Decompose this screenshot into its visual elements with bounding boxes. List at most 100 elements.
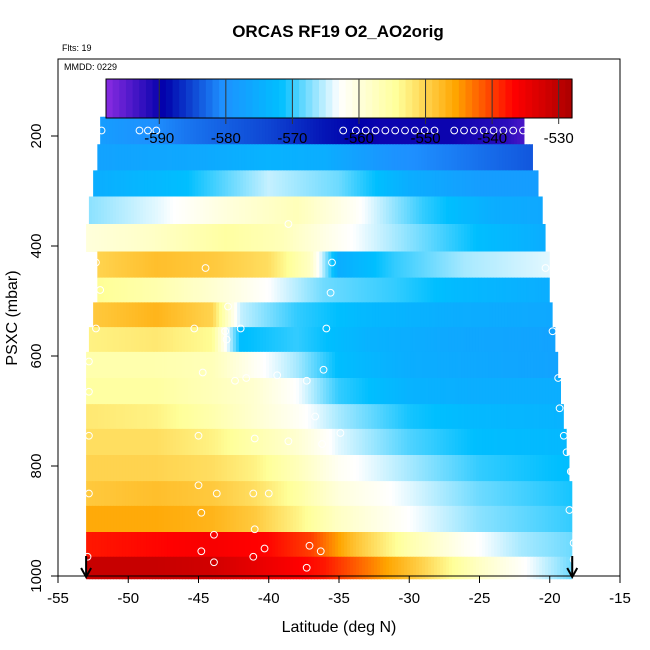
heatmap-cell <box>434 481 438 507</box>
heatmap-cell <box>170 505 174 533</box>
heatmap-cell <box>488 378 492 405</box>
heatmap-cell <box>169 277 173 303</box>
heatmap-cell <box>481 277 485 303</box>
heatmap-cell <box>500 428 504 456</box>
heatmap-cell <box>406 277 410 303</box>
heatmap-cell <box>475 327 480 353</box>
heatmap-cell <box>86 378 90 405</box>
heatmap-cell <box>344 378 348 405</box>
heatmap-cell <box>120 170 124 198</box>
heatmap-cell <box>312 302 316 328</box>
heatmap-cell <box>142 277 146 303</box>
heatmap-cell <box>181 116 185 145</box>
heatmap-cell <box>119 351 123 379</box>
heatmap-cell <box>442 251 446 279</box>
colorbar-swatch <box>398 79 407 118</box>
heatmap-cell <box>149 224 153 252</box>
heatmap-cell <box>160 196 165 225</box>
heatmap-cell <box>371 481 375 507</box>
heatmap-cell <box>101 224 105 252</box>
heatmap-cell <box>476 505 480 533</box>
heatmap-cell <box>364 251 368 279</box>
heatmap-cell <box>262 251 266 279</box>
sample-point <box>554 374 563 382</box>
heatmap-cell <box>163 144 167 171</box>
heatmap-cell <box>178 116 182 145</box>
heatmap-cell <box>458 351 462 379</box>
heatmap-cell <box>130 327 135 353</box>
heatmap-cell <box>476 428 480 456</box>
heatmap-cell <box>281 428 285 456</box>
sample-point <box>201 264 210 272</box>
heatmap-cell <box>524 404 528 430</box>
heatmap-cell <box>302 224 306 252</box>
heatmap-cell <box>412 327 417 353</box>
heatmap-cell <box>494 378 498 405</box>
heatmap-cell <box>518 404 522 430</box>
heatmap-cell <box>449 428 453 456</box>
heatmap-cell <box>92 404 96 430</box>
heatmap-cell <box>403 277 407 303</box>
heatmap-cell <box>102 302 106 328</box>
heatmap-cell <box>408 170 412 198</box>
heatmap-cell <box>391 196 396 225</box>
heatmap-cell <box>389 378 393 405</box>
heatmap-cell <box>295 196 300 225</box>
heatmap-cell <box>235 327 240 353</box>
heatmap-cell <box>508 327 513 353</box>
heatmap-cell <box>440 224 444 252</box>
heatmap-cell <box>335 378 339 405</box>
heatmap-cell <box>166 251 170 279</box>
heatmap-cell <box>527 455 531 482</box>
heatmap-cell <box>461 556 465 580</box>
heatmap-cell <box>212 455 216 482</box>
heatmap-cell <box>541 277 545 303</box>
heatmap-cell <box>323 378 327 405</box>
heatmap-cell <box>272 351 276 379</box>
heatmap-cell <box>226 144 230 171</box>
heatmap-cell <box>392 224 396 252</box>
heatmap-cell <box>482 532 486 558</box>
heatmap-cell <box>289 144 293 171</box>
heatmap-cell <box>98 532 102 558</box>
heatmap-cell <box>308 428 312 456</box>
heatmap-cell <box>118 327 123 353</box>
heatmap-cell <box>253 277 257 303</box>
colorbar-tick-label: -540 <box>477 130 507 147</box>
heatmap-cell <box>103 144 107 171</box>
colorbar-swatch <box>518 79 526 118</box>
heatmap-cell <box>353 481 357 507</box>
heatmap-cell <box>389 505 393 533</box>
heatmap-cell <box>515 224 519 252</box>
sample-point <box>322 324 331 333</box>
heatmap-cell <box>170 404 174 430</box>
heatmap-cell <box>542 455 546 482</box>
heatmap-cell <box>247 327 252 353</box>
heatmap-cell <box>182 404 186 430</box>
heatmap-cell <box>505 144 509 171</box>
heatmap-cell <box>92 455 96 482</box>
heatmap-cell <box>421 144 425 171</box>
heatmap-cell <box>143 351 147 379</box>
colorbar-swatch <box>392 79 400 118</box>
heatmap-cell <box>184 196 189 225</box>
heatmap-cell <box>185 532 189 558</box>
heatmap-cell <box>527 532 531 558</box>
heatmap-cell <box>286 327 291 353</box>
heatmap-cell <box>331 116 335 145</box>
heatmap-cell <box>173 224 177 252</box>
heatmap-cell <box>436 327 441 353</box>
heatmap-cell <box>185 505 189 533</box>
heatmap-cell <box>464 455 468 482</box>
heatmap-cell <box>407 505 411 533</box>
heatmap-cell <box>350 378 354 405</box>
heatmap-cell <box>286 277 290 303</box>
heatmap-cell <box>244 327 249 353</box>
heatmap-cell <box>547 251 550 279</box>
heatmap-cell <box>95 428 99 456</box>
colorbar-swatch <box>125 79 134 118</box>
heatmap-cell <box>176 378 180 405</box>
heatmap-cell <box>464 428 468 456</box>
heatmap-cell <box>538 251 542 279</box>
heatmap-cell <box>473 532 477 558</box>
